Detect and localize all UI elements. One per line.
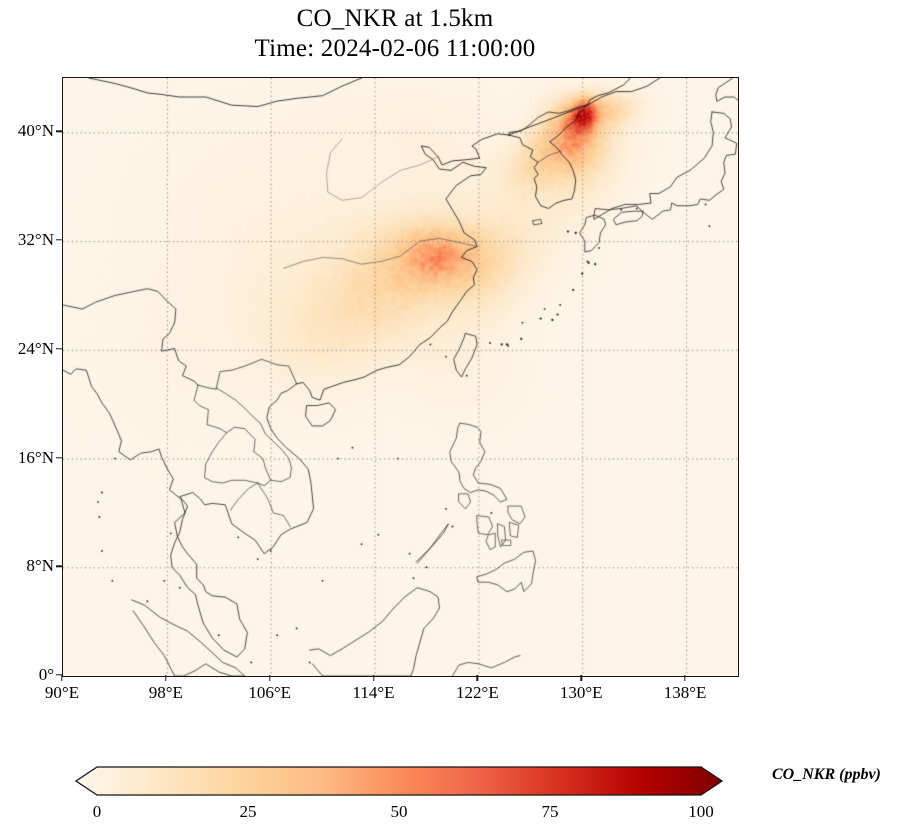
colorbar: [75, 763, 723, 799]
y-tick-label: 8°N: [26, 556, 54, 576]
x-tick-label: 114°E: [352, 683, 395, 702]
x-tick-mark: [372, 675, 375, 681]
y-tick-mark: [56, 674, 62, 676]
colorbar-gradient: [75, 766, 723, 796]
y-tick-mark: [56, 456, 62, 459]
colorbar-body: [75, 766, 723, 796]
x-tick-label: 138°E: [663, 683, 707, 702]
x-axis-labels: 90°E 98°E 106°E 114°E 122°E 130°E 138°E: [45, 683, 737, 709]
title-line-variable: CO_NKR at 1.5km: [296, 5, 494, 32]
y-tick-mark: [56, 565, 62, 567]
colorbar-tick-label: 100: [688, 802, 714, 821]
y-tick-mark: [56, 348, 62, 350]
x-tick-label: 106°E: [248, 683, 292, 702]
co-concentration-heatmap: [63, 78, 738, 676]
title-line-time: Time: 2024-02-06 11:00:00: [254, 34, 536, 62]
x-tick-label: 122°E: [456, 683, 499, 702]
x-tick-mark: [684, 675, 686, 681]
colorbar-tick-label: 50: [390, 802, 408, 821]
colorbar-tick-labels: 0 25 50 75 100: [62, 802, 762, 826]
colorbar-tick-label: 25: [239, 802, 257, 821]
y-tick-mark: [56, 239, 62, 241]
colorbar-tick-label: 75: [541, 802, 559, 821]
y-tick-label: 24°N: [17, 338, 54, 358]
x-tick-mark: [165, 675, 167, 681]
y-axis-tickmarks: [56, 77, 62, 676]
x-axis-tickmarks: [61, 675, 737, 682]
y-tick-label: 16°N: [17, 447, 54, 467]
x-tick-mark: [268, 675, 271, 681]
chart-title: CO_NKR at 1.5km Time: 2024-02-06 11:00:0…: [0, 4, 790, 63]
x-tick-label: 130°E: [559, 683, 603, 702]
y-tick-label: 40°N: [17, 121, 54, 141]
colorbar-tick-label: 0: [92, 802, 102, 821]
y-tick-label: 0°: [38, 665, 54, 684]
x-tick-mark: [580, 675, 582, 681]
x-tick-label: 90°E: [44, 683, 80, 702]
map-plot-area: [62, 77, 739, 677]
y-tick-mark: [56, 130, 62, 133]
colorbar-title: CO_NKR (ppbv): [772, 766, 881, 783]
x-tick-mark: [476, 675, 479, 681]
x-tick-mark: [61, 675, 63, 681]
y-axis-labels: 0° 8°N 16°N 24°N 32°N 40°N: [0, 77, 54, 684]
y-tick-label: 32°N: [17, 230, 54, 250]
x-tick-label: 98°E: [148, 683, 183, 702]
